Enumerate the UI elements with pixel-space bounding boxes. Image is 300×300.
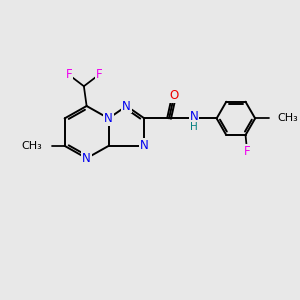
- Text: N: N: [104, 112, 113, 125]
- Text: F: F: [96, 68, 102, 81]
- Text: N: N: [122, 100, 131, 112]
- Text: H: H: [190, 122, 198, 132]
- Text: F: F: [244, 145, 250, 158]
- Text: N: N: [190, 110, 198, 123]
- Text: N: N: [140, 140, 149, 152]
- Text: F: F: [65, 68, 72, 81]
- Text: O: O: [169, 89, 179, 102]
- Text: CH₃: CH₃: [21, 141, 42, 151]
- Text: CH₃: CH₃: [277, 113, 298, 123]
- Text: N: N: [82, 152, 91, 165]
